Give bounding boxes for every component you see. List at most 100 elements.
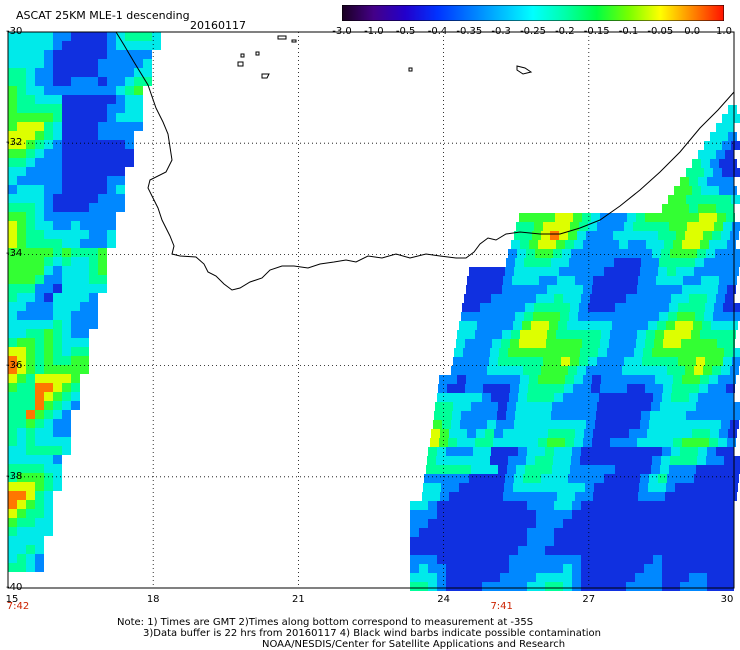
swath-cell [116, 167, 125, 176]
swath-cell [545, 546, 554, 555]
swath-cell [718, 330, 727, 339]
swath-cell [44, 266, 53, 275]
swath-cell [107, 167, 116, 176]
swath-cell [432, 483, 441, 492]
swath-cell [604, 231, 613, 240]
swath-cell [98, 239, 107, 248]
swath-cell [125, 95, 134, 104]
swath-cell [581, 501, 590, 510]
swath-cell [719, 186, 728, 195]
swath-cell [518, 573, 527, 582]
swath-cell [671, 447, 680, 456]
swath-cell [8, 563, 17, 572]
swath-cell [80, 356, 89, 365]
swath-cell [571, 249, 580, 258]
swath-cell [644, 537, 653, 546]
swath-cell [725, 537, 734, 546]
swath-cell [707, 177, 716, 186]
swath-cell [44, 383, 53, 392]
swath-cell [508, 456, 517, 465]
swath-cell [665, 429, 674, 438]
swath-cell [443, 411, 452, 420]
swath-cell [8, 41, 17, 50]
swath-cell [552, 402, 561, 411]
swath-cell [716, 564, 725, 573]
swath-cell [686, 411, 695, 420]
swath-cell [475, 330, 484, 339]
swath-cell [581, 447, 590, 456]
swath-cell [658, 366, 667, 375]
swath-cell [731, 312, 740, 321]
swath-cell [499, 456, 508, 465]
swath-cell [607, 249, 616, 258]
swath-cell [582, 384, 591, 393]
swath-cell [62, 311, 71, 320]
swath-cell [711, 483, 720, 492]
swath-cell [554, 537, 563, 546]
swath-cell [53, 230, 62, 239]
swath-cell [80, 212, 89, 221]
swath-cell [554, 294, 563, 303]
swath-cell [455, 537, 464, 546]
swath-cell [35, 203, 44, 212]
swath-cell [707, 537, 716, 546]
swath-cell [645, 213, 654, 222]
swath-cell [733, 348, 740, 357]
swath-cell [668, 312, 677, 321]
swath-cell [671, 582, 680, 591]
swath-cell [622, 366, 631, 375]
swath-cell [527, 447, 536, 456]
swath-cell [615, 465, 624, 474]
swath-cell [555, 339, 564, 348]
swath-cell [689, 546, 698, 555]
swath-cell [17, 509, 26, 518]
swath-cell [62, 437, 71, 446]
swath-cell [71, 50, 80, 59]
swath-cell [71, 113, 80, 122]
swath-cell [536, 294, 545, 303]
swath-cell [732, 222, 740, 231]
swath-cell [671, 204, 680, 213]
swath-cell [71, 347, 80, 356]
swath-cell [671, 294, 680, 303]
swath-cell [463, 348, 472, 357]
swath-cell [455, 528, 464, 537]
swath-cell [498, 303, 507, 312]
swath-cell [62, 338, 71, 347]
swath-cell [500, 582, 509, 591]
swath-cell [26, 455, 35, 464]
swath-cell [422, 492, 431, 501]
swath-cell [521, 429, 530, 438]
swath-cell [723, 357, 732, 366]
swath-cell [710, 429, 719, 438]
swath-cell [634, 456, 643, 465]
swath-cell [62, 275, 71, 284]
swath-cell [698, 564, 707, 573]
swath-cell [572, 555, 581, 564]
swath-cell [483, 339, 492, 348]
swath-cell [62, 347, 71, 356]
swath-cell [590, 546, 599, 555]
swath-cell [715, 456, 724, 465]
swath-cell [17, 122, 26, 131]
swath-cell [482, 555, 491, 564]
swath-cell [716, 123, 725, 132]
swath-cell [577, 231, 586, 240]
swath-cell [677, 258, 686, 267]
swath-cell [671, 528, 680, 537]
swath-cell [53, 257, 62, 266]
swath-cell [8, 77, 17, 86]
swath-cell [489, 357, 498, 366]
swath-cell [437, 537, 446, 546]
swath-cell [26, 464, 35, 473]
swath-cell [614, 411, 623, 420]
swath-cell [473, 510, 482, 519]
swath-cell [458, 492, 467, 501]
swath-cell [559, 231, 568, 240]
swath-cell [661, 348, 670, 357]
swath-cell [586, 366, 595, 375]
swath-cell [456, 339, 465, 348]
swath-cell [624, 465, 633, 474]
swath-cell [478, 267, 487, 276]
swath-cell [71, 194, 80, 203]
